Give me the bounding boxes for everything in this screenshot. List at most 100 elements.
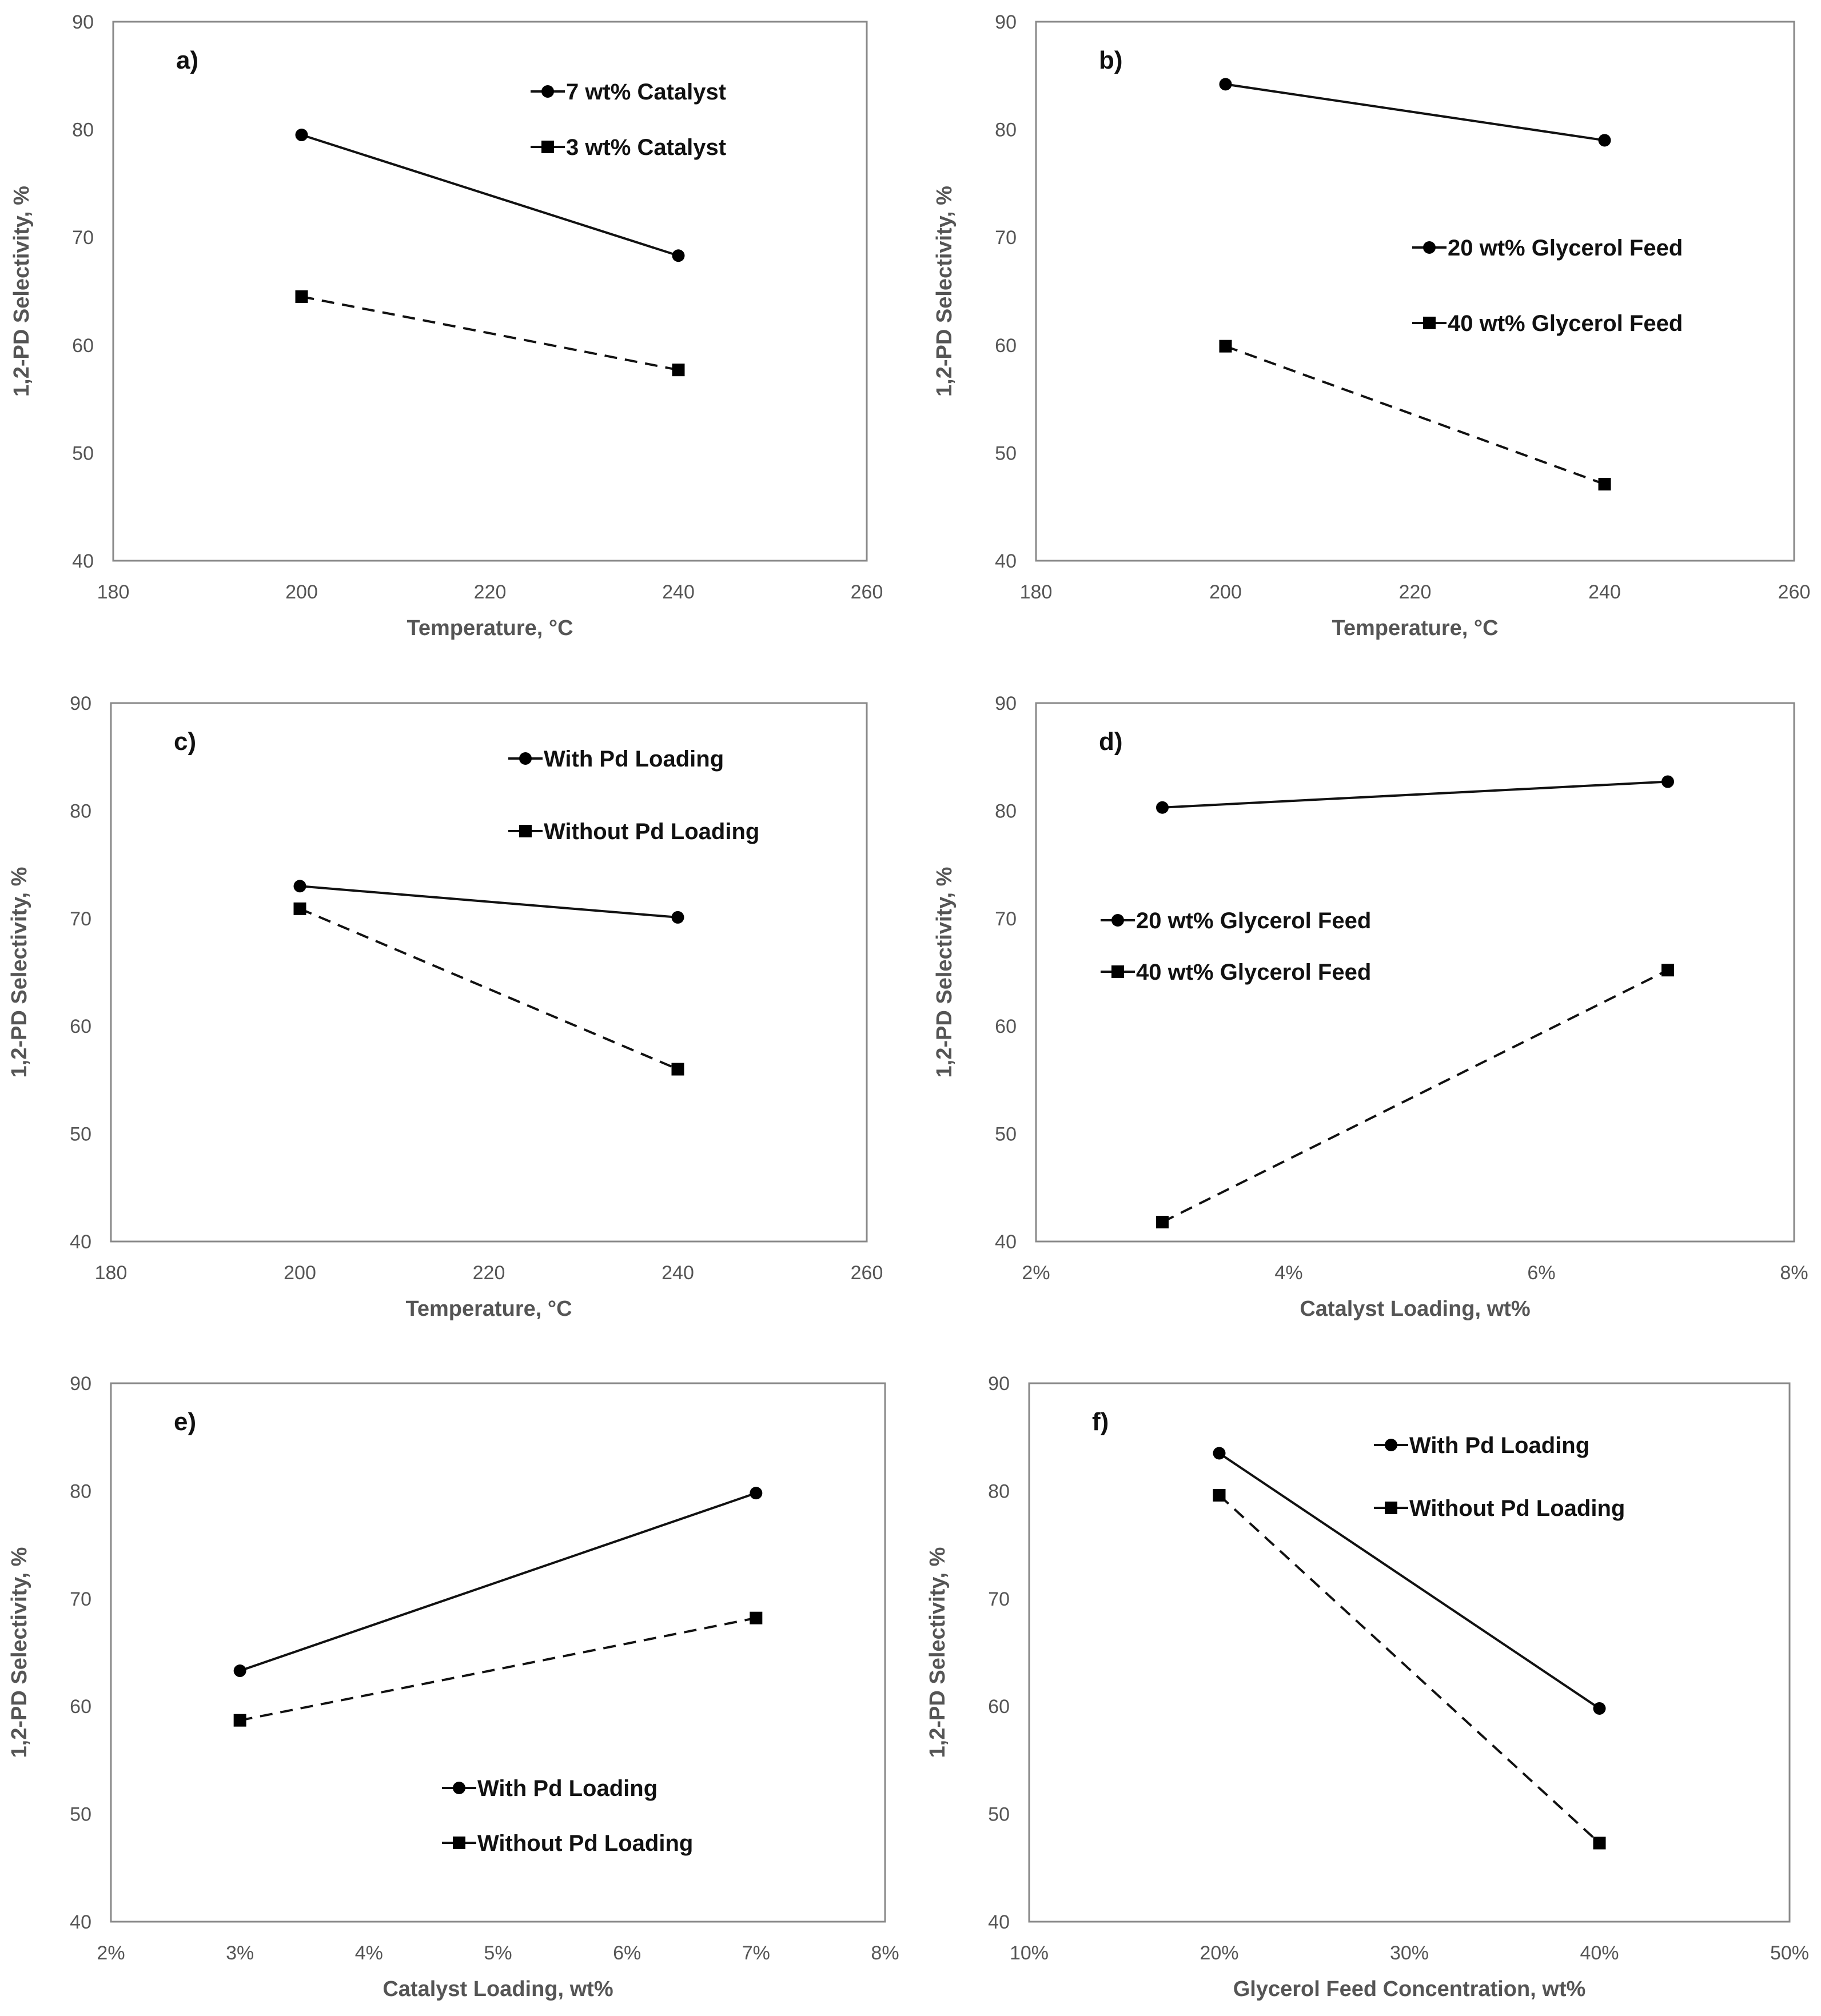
y-tick-label: 90 (995, 693, 1017, 714)
legend-marker-square (453, 1837, 465, 1849)
series-line-2 (299, 908, 679, 1071)
legend-label: 3 wt% Catalyst (566, 135, 726, 160)
x-tick-label: 220 (474, 581, 507, 603)
x-tick-label: 10% (1010, 1942, 1049, 1964)
x-tick-label: 180 (1020, 581, 1053, 603)
series-line-1 (1225, 83, 1605, 142)
y-axis-title: 1,2-PD Selectivity, % (10, 186, 34, 397)
data-point-circle (1156, 801, 1169, 814)
x-tick-label: 20% (1200, 1942, 1238, 1964)
y-tick-label: 40 (995, 1231, 1017, 1253)
series-line-1 (1218, 1452, 1600, 1710)
data-point-circle (1598, 134, 1611, 147)
x-tick-label: 240 (662, 581, 695, 603)
data-point-square (1593, 1837, 1606, 1850)
y-axis-title: 1,2-PD Selectivity, % (926, 1547, 950, 1758)
x-tick-label: 260 (851, 1262, 883, 1284)
x-tick-label: 40% (1580, 1942, 1619, 1964)
legend-label: Without Pd Loading (477, 1831, 693, 1856)
x-tick-label: 220 (1399, 581, 1432, 603)
y-axis-title: 1,2-PD Selectivity, % (933, 867, 957, 1078)
data-point-circle (671, 911, 684, 924)
x-tick-label: 30% (1390, 1942, 1429, 1964)
series-line-2 (1162, 969, 1668, 1223)
x-tick-label: 200 (284, 1262, 316, 1284)
y-tick-label: 60 (995, 335, 1017, 357)
y-axis-title: 1,2-PD Selectivity, % (933, 186, 957, 397)
x-axis-title: Glycerol Feed Concentration, wt% (1233, 1977, 1586, 2001)
y-tick-label: 60 (995, 1016, 1017, 1037)
series-line-1 (1162, 780, 1668, 809)
legend-marker-circle (1385, 1439, 1397, 1451)
x-tick-label: 220 (473, 1262, 505, 1284)
x-tick-label: 6% (613, 1942, 641, 1964)
y-tick-label: 90 (70, 1373, 91, 1395)
data-point-circle (672, 249, 685, 262)
panel-label: c) (174, 728, 196, 756)
x-tick-label: 240 (662, 1262, 694, 1284)
x-tick-label: 180 (95, 1262, 127, 1284)
y-axis-title: 1,2-PD Selectivity, % (7, 867, 31, 1078)
plot-area (112, 21, 868, 562)
x-tick-label: 2% (97, 1942, 125, 1964)
x-tick-label: 7% (742, 1942, 770, 1964)
chart-panel-f: 40 50 60 70 80 90 10% 20% 30% 40% 50% Glycerol Feed… (926, 1373, 1809, 2001)
x-tick-label: 200 (1209, 581, 1242, 603)
legend-marker-square (1385, 1502, 1397, 1514)
y-axis-title: 1,2-PD Selectivity, % (7, 1547, 31, 1758)
legend-label: 40 wt% Glycerol Feed (1136, 960, 1371, 985)
x-tick-label: 180 (97, 581, 130, 603)
y-tick-label: 80 (995, 119, 1017, 141)
x-tick-label: 3% (226, 1942, 254, 1964)
y-tick-label: 50 (995, 1124, 1017, 1145)
plot-area (1035, 21, 1795, 562)
data-point-circle (1661, 775, 1674, 788)
y-tick-label: 50 (70, 1124, 91, 1145)
x-tick-label: 4% (1274, 1262, 1302, 1284)
y-tick-label: 70 (70, 908, 91, 930)
legend-label: 20 wt% Glycerol Feed (1448, 235, 1683, 261)
panel-label: b) (1099, 46, 1123, 74)
series-line-1 (240, 1492, 756, 1672)
y-tick-label: 40 (70, 1911, 91, 1933)
y-tick-label: 60 (72, 335, 94, 357)
chart-panel-c: 40 50 60 70 80 90 180 200 220 240 260 Temperature, … (7, 693, 883, 1321)
y-tick-label: 50 (988, 1804, 1010, 1826)
y-tick-label: 40 (988, 1911, 1010, 1933)
chart-panel-b: 40 50 60 70 80 90 180 200 220 240 260 Temperature, … (933, 11, 1810, 640)
plot-area (110, 702, 868, 1243)
chart-panel-e: 40 50 60 70 80 90 2% 3% 4% 5% 6% 7% 8% Catalyst Loadi… (7, 1373, 899, 2001)
data-point-circle (1213, 1447, 1226, 1460)
y-tick-label: 90 (988, 1373, 1010, 1395)
legend-marker-circle (519, 752, 532, 765)
series-line-1 (300, 885, 678, 919)
data-point-square (295, 290, 308, 303)
x-tick-label: 6% (1527, 1262, 1555, 1284)
y-tick-label: 60 (70, 1696, 91, 1718)
series-line-2 (301, 295, 679, 372)
legend-marker-circle (1423, 241, 1436, 254)
data-point-square (233, 1714, 246, 1727)
legend-marker-square (1111, 965, 1124, 978)
data-point-circle (293, 880, 306, 893)
legend-label: 40 wt% Glycerol Feed (1448, 311, 1683, 336)
data-point-square (1213, 1488, 1226, 1502)
panel-label: a) (176, 46, 198, 74)
y-tick-label: 50 (70, 1804, 91, 1826)
y-tick-label: 80 (72, 119, 94, 141)
panel-label: d) (1099, 728, 1123, 756)
y-tick-label: 70 (72, 227, 94, 249)
series-line-2 (1225, 345, 1605, 485)
y-tick-label: 80 (70, 1480, 91, 1502)
x-axis-title: Catalyst Loading, wt% (382, 1977, 613, 2001)
y-tick-label: 70 (70, 1588, 91, 1610)
data-point-circle (233, 1664, 246, 1678)
x-tick-label: 4% (355, 1942, 383, 1964)
legend-label: Without Pd Loading (544, 819, 759, 844)
legend-marker-square (541, 141, 554, 153)
chart-panel-d: 40 50 60 70 80 90 2% 4% 6% 8% Catalyst Loading, wt… (933, 693, 1808, 1321)
x-tick-label: 260 (1778, 581, 1811, 603)
series-line-2 (1218, 1494, 1600, 1844)
y-tick-label: 50 (995, 442, 1017, 464)
y-tick-label: 70 (995, 908, 1017, 930)
